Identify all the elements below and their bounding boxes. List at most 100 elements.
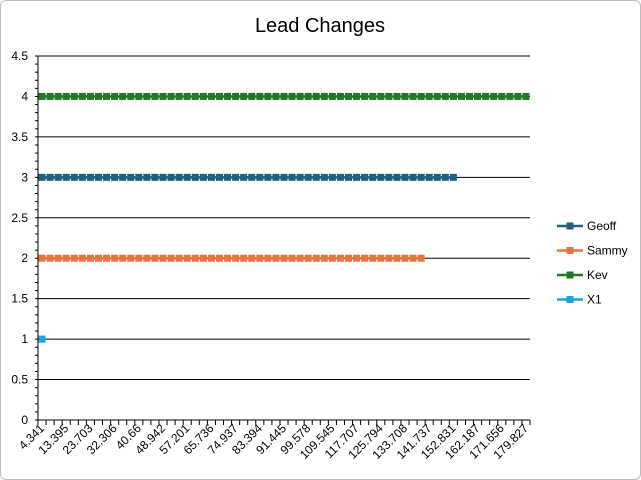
series-x1	[38, 335, 46, 343]
data-point	[457, 92, 465, 100]
data-point	[46, 173, 54, 181]
data-point	[320, 92, 328, 100]
data-point	[449, 92, 457, 100]
data-point	[393, 173, 401, 181]
data-point	[296, 92, 304, 100]
data-point	[183, 254, 191, 262]
data-point	[167, 92, 175, 100]
data-point	[54, 173, 62, 181]
data-point	[449, 173, 457, 181]
data-point	[280, 173, 288, 181]
data-point	[159, 254, 167, 262]
data-point	[353, 92, 361, 100]
data-point	[103, 173, 111, 181]
data-point	[151, 92, 159, 100]
data-point	[94, 173, 102, 181]
data-point	[86, 254, 94, 262]
data-point	[304, 254, 312, 262]
data-point	[401, 92, 409, 100]
y-tick-label: 3.5	[11, 130, 28, 144]
plot-series	[38, 92, 530, 343]
legend-label: X1	[587, 293, 602, 307]
data-point	[304, 173, 312, 181]
data-point	[256, 92, 264, 100]
data-point	[119, 92, 127, 100]
data-point	[94, 92, 102, 100]
chart-title: Lead Changes	[255, 15, 385, 37]
data-point	[248, 254, 256, 262]
data-point	[94, 254, 102, 262]
data-point	[151, 254, 159, 262]
data-point	[264, 173, 272, 181]
data-point	[143, 254, 151, 262]
data-point	[441, 92, 449, 100]
data-point	[385, 173, 393, 181]
data-point	[207, 92, 215, 100]
data-point	[320, 254, 328, 262]
data-point	[288, 92, 296, 100]
data-point	[433, 92, 441, 100]
data-point	[433, 173, 441, 181]
data-point	[62, 254, 70, 262]
data-point	[345, 173, 353, 181]
data-point	[385, 92, 393, 100]
data-point	[312, 254, 320, 262]
data-point	[280, 92, 288, 100]
legend-item-geoff: Geoff	[557, 219, 617, 233]
data-point	[514, 92, 522, 100]
data-point	[111, 254, 119, 262]
data-point	[167, 173, 175, 181]
data-point	[135, 92, 143, 100]
data-point	[361, 92, 369, 100]
data-point	[409, 173, 417, 181]
data-point	[103, 254, 111, 262]
y-tick-label: 2	[21, 251, 28, 265]
data-point	[401, 254, 409, 262]
data-point	[232, 92, 240, 100]
legend-marker	[566, 222, 574, 230]
data-point	[54, 92, 62, 100]
data-point	[159, 92, 167, 100]
data-point	[361, 173, 369, 181]
data-point	[240, 254, 248, 262]
gridlines	[38, 55, 530, 381]
data-point	[385, 254, 393, 262]
legend-item-sammy: Sammy	[557, 244, 628, 258]
data-point	[417, 92, 425, 100]
data-point	[46, 254, 54, 262]
y-tick-label: 4.5	[11, 49, 28, 63]
data-point	[474, 92, 482, 100]
data-point	[215, 173, 223, 181]
data-point	[119, 173, 127, 181]
data-point	[232, 173, 240, 181]
data-point	[336, 254, 344, 262]
data-point	[248, 173, 256, 181]
data-point	[224, 92, 232, 100]
data-point	[143, 92, 151, 100]
data-point	[328, 173, 336, 181]
data-point	[369, 92, 377, 100]
data-point	[409, 254, 417, 262]
data-point	[70, 92, 78, 100]
data-point	[224, 254, 232, 262]
data-point	[272, 92, 280, 100]
data-point	[336, 92, 344, 100]
data-point	[38, 335, 46, 343]
y-tick-label: 3	[21, 170, 28, 184]
data-point	[119, 254, 127, 262]
data-point	[111, 92, 119, 100]
legend-label: Geoff	[587, 219, 617, 233]
data-point	[417, 254, 425, 262]
data-point	[280, 254, 288, 262]
data-point	[70, 173, 78, 181]
data-point	[78, 254, 86, 262]
data-point	[377, 254, 385, 262]
data-point	[62, 173, 70, 181]
y-tick-label: 0.5	[11, 373, 28, 387]
legend-marker	[566, 247, 574, 254]
legend: Geoff Sammy Kev X1	[557, 219, 628, 307]
data-point	[175, 92, 183, 100]
data-point	[86, 173, 94, 181]
